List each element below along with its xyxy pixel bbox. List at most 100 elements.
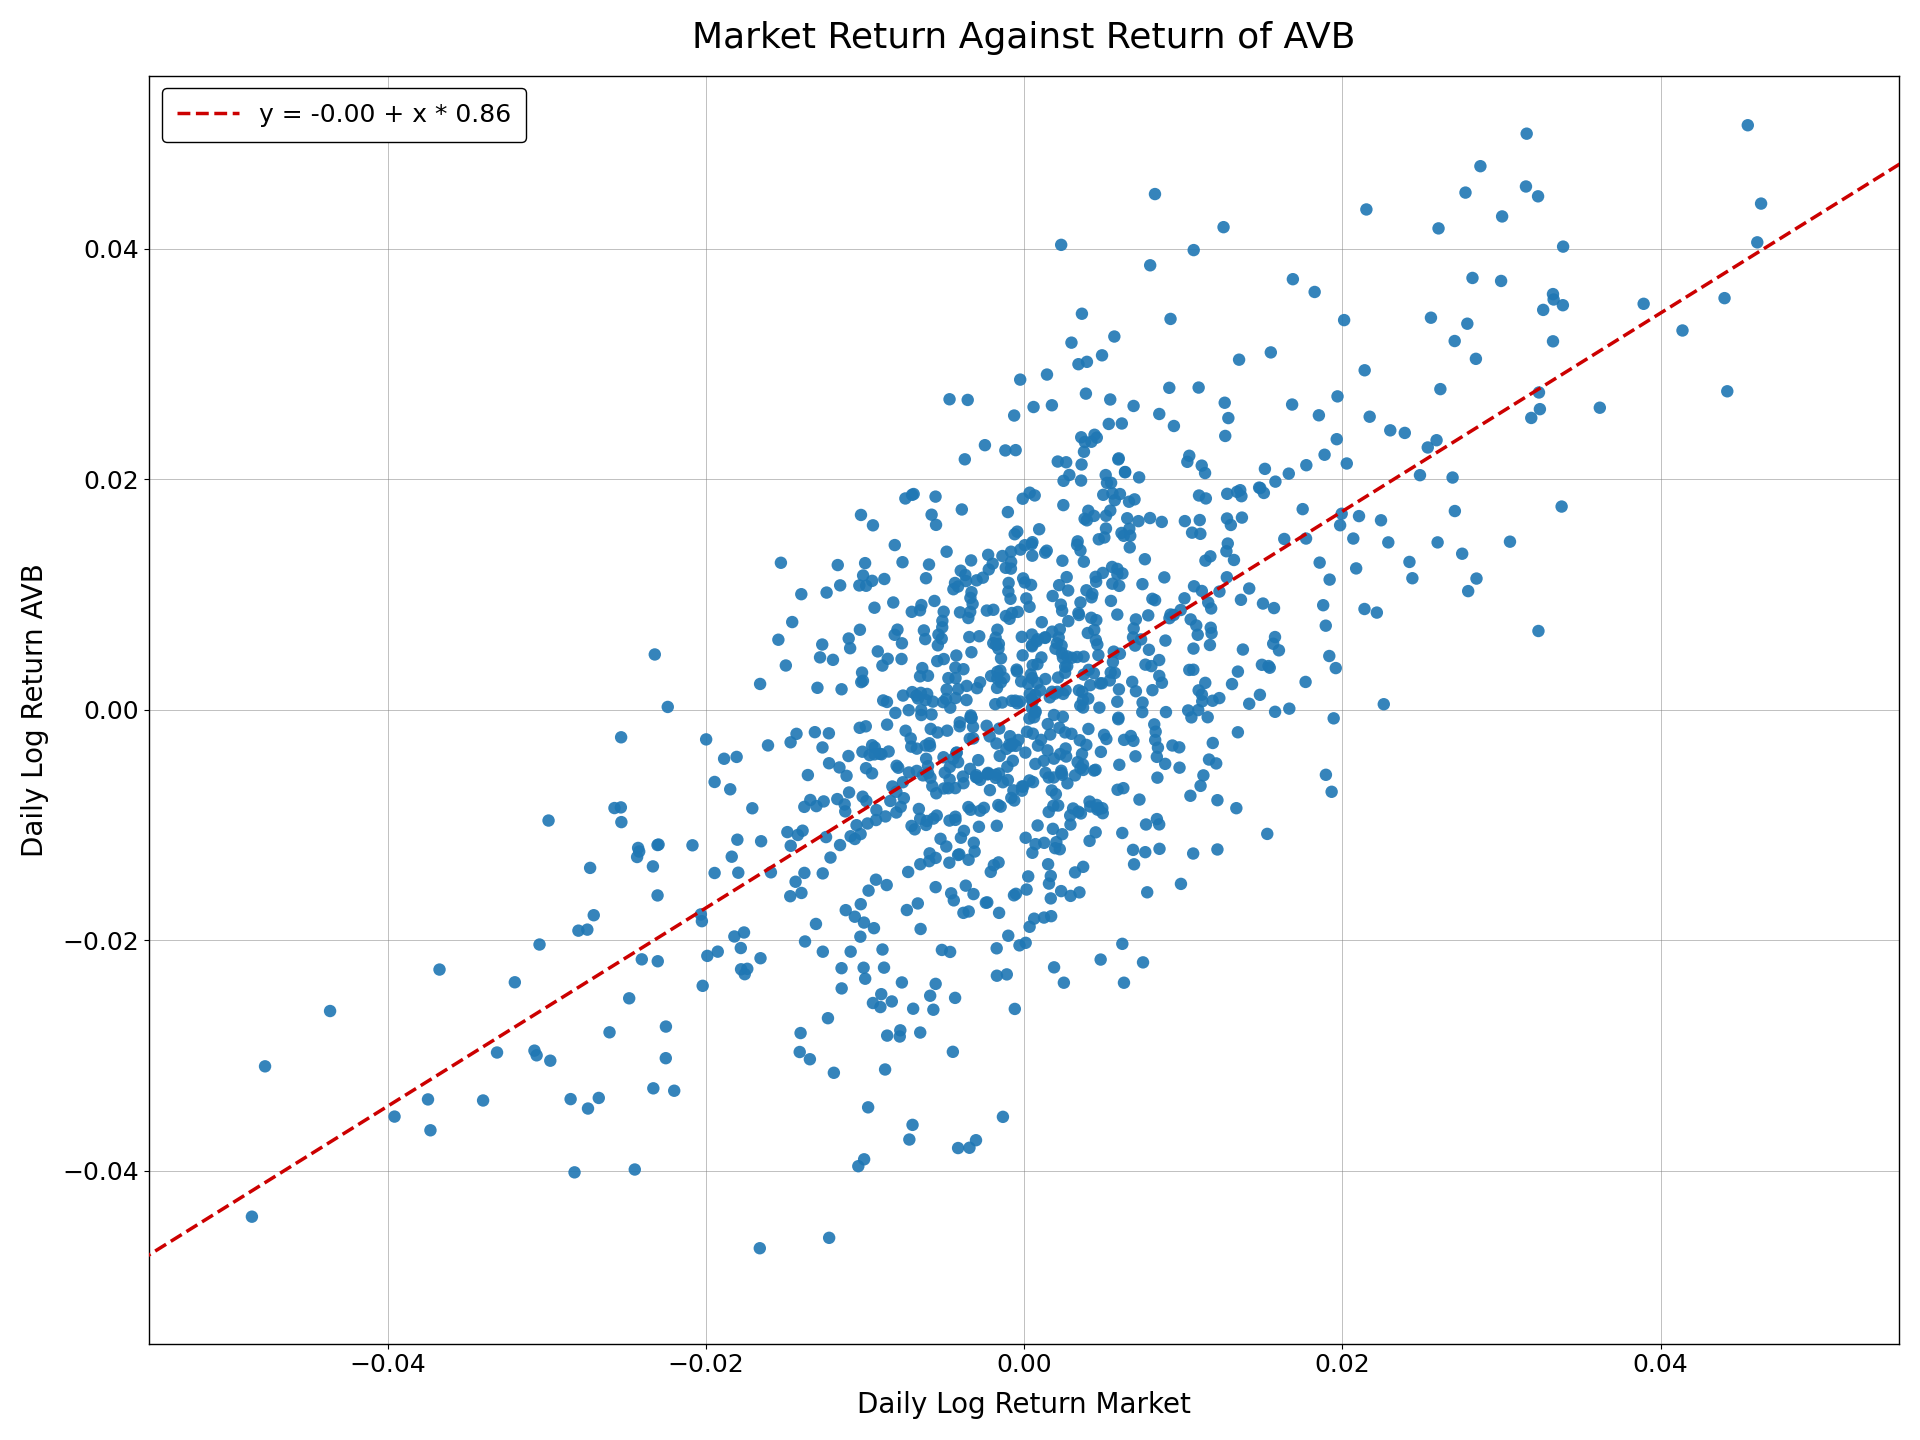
Point [1064,729,1094,752]
Point [1225,589,1256,612]
Point [1025,647,1056,670]
Point [812,582,843,605]
Point [1073,717,1104,740]
Point [889,786,920,809]
Point [1056,723,1087,746]
Point [1014,683,1044,706]
Point [1246,654,1277,677]
Point [1194,544,1225,567]
Point [1528,298,1559,321]
Point [1050,737,1081,760]
Point [906,593,937,616]
Point [972,714,1002,737]
Point [950,563,981,586]
Point [1069,441,1100,464]
Point [941,776,972,799]
Point [883,756,914,779]
Point [745,672,776,696]
Point [1108,562,1139,585]
Point [1165,599,1196,622]
Point [1183,376,1213,399]
Point [1175,785,1206,808]
Point [1538,282,1569,305]
Point [1064,353,1094,376]
Point [987,770,1018,793]
Point [1050,661,1081,684]
Point [818,648,849,671]
Point [803,677,833,700]
Point [958,716,989,739]
Point [1050,721,1081,744]
Point [1421,429,1452,452]
Point [1667,320,1697,343]
Point [900,759,931,782]
Point [954,727,985,750]
Point [964,671,995,694]
Point [1250,458,1281,481]
Point [1077,586,1108,609]
Point [1548,235,1578,258]
Point [1119,634,1150,657]
Point [902,687,933,710]
Point [783,824,814,847]
Point [866,743,897,766]
Point [1104,642,1135,665]
Point [659,1079,689,1102]
Point [1108,524,1139,547]
Point [983,717,1014,740]
Point [1081,821,1112,844]
Point [1181,613,1212,636]
Point [987,544,1018,567]
Point [1108,821,1139,844]
Point [1146,671,1177,694]
Point [1185,775,1215,798]
Point [1248,592,1279,615]
Point [745,1237,776,1260]
Point [962,569,993,592]
Point [956,549,987,572]
Point [1050,655,1081,678]
Point [845,716,876,739]
Point [927,746,958,769]
Point [1075,431,1106,454]
Point [941,742,972,765]
Point [1260,700,1290,723]
Point [1150,701,1181,724]
Point [876,789,906,812]
Point [1127,691,1158,714]
Point [912,809,943,832]
Point [887,684,918,707]
Point [885,1025,916,1048]
Point [1137,588,1167,611]
Point [1129,841,1160,864]
Point [904,599,935,622]
Point [1002,691,1033,714]
Point [1164,756,1194,779]
Point [998,405,1029,428]
Point [1177,521,1208,544]
Point [1125,628,1156,651]
Point [1018,396,1048,419]
Point [916,503,947,526]
Point [770,654,801,677]
Point [981,661,1012,684]
Point [925,828,956,851]
Point [954,600,985,624]
Point [626,948,657,971]
Point [906,681,937,704]
Point [918,998,948,1021]
Point [1196,616,1227,639]
Point [1020,684,1050,707]
Point [1096,589,1127,612]
Point [1077,582,1108,605]
Point [1014,916,1044,939]
Point [835,636,866,660]
Point [378,1104,409,1128]
Point [1192,590,1223,613]
Point [1029,668,1060,691]
Point [1018,723,1048,746]
Point [956,798,987,821]
Point [1179,658,1210,681]
Point [835,940,866,963]
Point [927,691,958,714]
